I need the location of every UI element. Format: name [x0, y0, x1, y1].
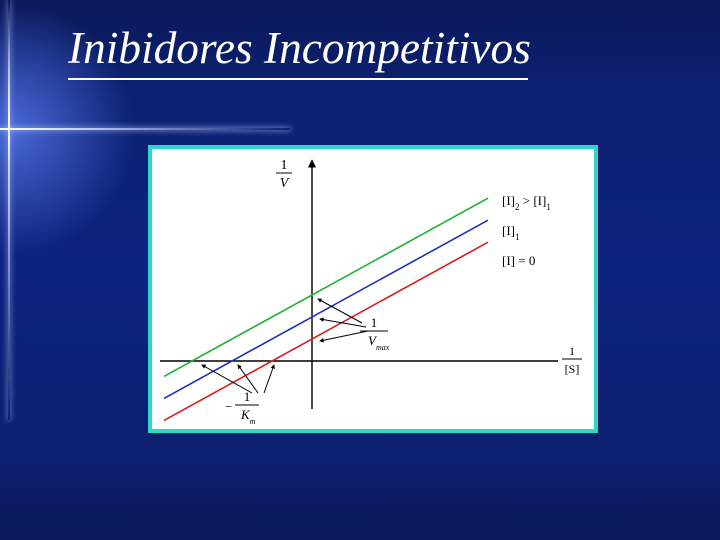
svg-text:[I]1: [I]1	[502, 223, 520, 242]
lineweaver-burk-chart: 1V1[S][I]2 > [I]1[I]1[I] = 01Vmax1Km−	[152, 149, 594, 429]
flare-vertical	[8, 0, 10, 420]
svg-text:Km: Km	[240, 407, 256, 426]
svg-text:[I] = 0: [I] = 0	[502, 253, 535, 268]
svg-text:[I]2 > [I]1: [I]2 > [I]1	[502, 193, 551, 212]
svg-text:−: −	[225, 399, 232, 414]
svg-text:[S]: [S]	[565, 362, 580, 376]
chart-inner: 1V1[S][I]2 > [I]1[I]1[I] = 01Vmax1Km−	[152, 149, 594, 429]
svg-text:1: 1	[281, 158, 288, 173]
flare-horizontal	[0, 128, 290, 130]
slide-root: Inibidores Incompetitivos 1 V 1 [S] [I]2 > […	[0, 0, 720, 540]
slide-title: Inibidores Incompetitivos	[68, 22, 531, 74]
series-line-1	[164, 220, 488, 398]
series-line-2	[164, 242, 488, 420]
svg-text:V: V	[280, 176, 290, 191]
svg-text:Vmax: Vmax	[368, 333, 390, 352]
chart-container: 1V1[S][I]2 > [I]1[I]1[I] = 01Vmax1Km−	[148, 145, 598, 433]
svg-text:1: 1	[371, 315, 378, 330]
svg-text:1: 1	[569, 344, 575, 358]
title-underline	[68, 78, 528, 80]
series-line-0	[164, 198, 488, 376]
